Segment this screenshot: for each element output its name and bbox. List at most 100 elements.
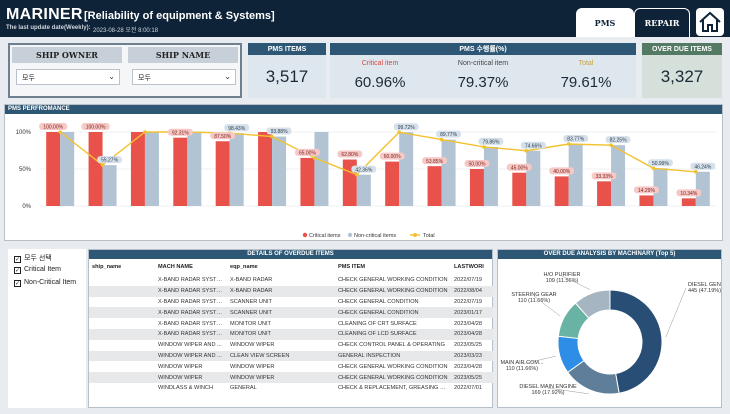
donut-slice[interactable] xyxy=(609,289,663,394)
update-date-label: The last update date(Weekly): xyxy=(6,25,91,31)
noncritical-bar[interactable] xyxy=(441,139,456,206)
table-row[interactable]: WINDLASS & WINCH GENERAL CHECK & REPLACEME… xyxy=(89,383,493,394)
noncritical-bar[interactable] xyxy=(483,146,498,206)
noncritical-bar[interactable] xyxy=(695,171,710,206)
noncritical-data-label: 42.36% xyxy=(355,167,373,173)
table-row[interactable]: X-BAND RADAR SYSTEM X-BAND RADAR CHECK GEN… xyxy=(89,285,493,297)
total-point[interactable] xyxy=(524,148,529,153)
table-cell: CHECK CONTROL PANEL & OPERATING xyxy=(338,342,445,349)
donut-slice[interactable] xyxy=(574,289,611,319)
table-cell: CHECK GENERAL WORKING CONDITION xyxy=(335,285,451,297)
critical-bar[interactable] xyxy=(597,181,612,206)
select-all-checkbox[interactable]: ✓ 모두 선택 xyxy=(14,253,52,263)
critical-bar[interactable] xyxy=(173,137,188,206)
column-header-lastwori[interactable]: LASTWORI xyxy=(454,264,484,270)
critical-data-label: 10.34% xyxy=(680,191,698,197)
critical-bar[interactable] xyxy=(215,141,230,206)
total-point[interactable] xyxy=(482,145,486,149)
noncritical-bar[interactable] xyxy=(314,132,329,206)
noncritical-bar[interactable] xyxy=(229,133,244,206)
total-point[interactable] xyxy=(312,156,317,160)
noncritical-bar[interactable] xyxy=(526,150,541,206)
noncritical-rate-value: 79.37% xyxy=(457,74,509,91)
total-point[interactable] xyxy=(439,137,444,142)
critical-data-label-bg xyxy=(591,172,617,180)
noncritical-data-label-bg xyxy=(393,123,419,131)
noncritical-bar[interactable] xyxy=(144,132,159,206)
donut-label-value: 169 (17.92%) xyxy=(531,390,564,396)
critical-rate-value: 60.96% xyxy=(354,74,406,91)
item-type-filter: ✓ 모두 선택 ✓ Critical Item ✓ Non-Critical Item xyxy=(8,249,86,408)
noncritical-item-checkbox[interactable]: ✓ Non-Critical Item xyxy=(14,279,76,287)
ship-owner-select[interactable]: 모두 ⌄ xyxy=(16,69,120,85)
total-point[interactable] xyxy=(609,143,613,147)
table-row[interactable]: X-BAND RADAR SYSTEM MONITOR UNIT CLEANING … xyxy=(89,328,493,340)
kpi-overdue-value: 3,327 xyxy=(660,67,704,86)
total-point[interactable] xyxy=(58,130,62,134)
critical-data-label: 50.00% xyxy=(468,162,486,168)
noncritical-bar[interactable] xyxy=(399,132,414,206)
column-header-mach-name[interactable]: MACH NAME xyxy=(158,264,193,270)
total-point[interactable] xyxy=(397,130,401,135)
critical-bar[interactable] xyxy=(88,132,103,206)
total-point[interactable] xyxy=(143,130,147,134)
column-header-ship-name[interactable]: ship_name xyxy=(92,264,122,270)
table-row[interactable]: X-BAND RADAR SYSTEM SCANNER UNIT CHECK GEN… xyxy=(89,307,493,319)
noncritical-bar[interactable] xyxy=(568,144,583,206)
donut-label-name: MAIN AIR COM... xyxy=(500,360,544,366)
total-point[interactable] xyxy=(355,172,359,177)
legend-label[interactable]: Total xyxy=(423,233,435,239)
noncritical-bar[interactable] xyxy=(102,165,117,206)
column-header-eqp-name[interactable]: eqp_name xyxy=(230,264,258,270)
noncritical-data-label: 82.25% xyxy=(610,138,628,144)
critical-bar[interactable] xyxy=(681,198,696,206)
table-row[interactable]: X-BAND RADAR SYSTEM SCANNER UNIT CHECK GEN… xyxy=(89,297,493,308)
critical-bar[interactable] xyxy=(427,166,442,206)
critical-data-label-bg xyxy=(295,148,320,156)
table-row[interactable]: WINDOW WIPER WINDOW WIPER CHECK GENERAL WO… xyxy=(89,361,493,372)
column-header-pms-item[interactable]: PMS ITEM xyxy=(338,264,366,270)
table-row[interactable]: X-BAND RADAR SYSTEM MONITOR UNIT CLEANING … xyxy=(89,318,493,329)
ship-name-select[interactable]: 모두 ⌄ xyxy=(132,69,236,85)
table-row[interactable]: X-BAND RADAR SYSTEM X-BAND RADAR CHECK GEN… xyxy=(89,275,493,286)
legend-label[interactable]: Critical items xyxy=(309,233,341,239)
critical-bar[interactable] xyxy=(130,132,145,206)
tab-pms[interactable]: PMS xyxy=(576,8,634,37)
donut-label-value: 110 (11.66%) xyxy=(518,298,550,304)
noncritical-bar[interactable] xyxy=(611,145,626,206)
critical-bar[interactable] xyxy=(554,176,569,206)
home-button[interactable] xyxy=(696,8,724,36)
tab-repair[interactable]: REPAIR xyxy=(634,8,690,37)
noncritical-bar[interactable] xyxy=(187,132,202,206)
kpi-pms-rate: PMS 수행률(%) Critical item 60.96% Non-crit… xyxy=(330,43,636,98)
donut-label-name: H/O PURIFIER xyxy=(544,272,581,278)
total-point[interactable] xyxy=(694,169,698,174)
table-row[interactable]: WINDOW WIPER WINDOW WIPER CHECK GENERAL WO… xyxy=(89,372,493,383)
table-row[interactable]: WINDOW WIPER AND ... CLEAN VIEW SCREEN GEN… xyxy=(89,350,493,362)
total-point[interactable] xyxy=(100,163,105,167)
total-point[interactable] xyxy=(270,134,274,139)
table-cell: CHECK GENERAL WORKING CONDITION xyxy=(338,363,448,370)
noncritical-bar[interactable] xyxy=(272,136,287,206)
critical-bar[interactable] xyxy=(46,132,61,206)
critical-bar[interactable] xyxy=(512,172,527,206)
table-cell: 2023/04/28 xyxy=(454,320,482,327)
critical-bar[interactable] xyxy=(469,169,484,206)
legend-label[interactable]: Non-critical items xyxy=(354,233,396,239)
table-row[interactable]: WINDOW WIPER AND ... WINDOW WIPER CHECK CO… xyxy=(89,340,493,351)
table-cell xyxy=(89,318,155,329)
noncritical-bar[interactable] xyxy=(653,168,668,206)
critical-data-label-bg xyxy=(464,160,490,167)
critical-bar[interactable] xyxy=(385,161,400,206)
critical-bar[interactable] xyxy=(258,132,273,206)
donut-label-name: DIESEL MAIN ENGINE xyxy=(519,384,577,390)
total-point[interactable] xyxy=(651,166,656,171)
table-cell: WINDOW WIPER xyxy=(158,363,203,370)
check-icon: ✓ xyxy=(14,256,21,263)
critical-item-checkbox[interactable]: ✓ Critical Item xyxy=(14,266,61,274)
critical-bar[interactable] xyxy=(300,157,315,206)
noncritical-bar[interactable] xyxy=(60,132,75,206)
noncritical-bar[interactable] xyxy=(356,174,371,206)
total-point[interactable] xyxy=(566,142,571,146)
critical-bar[interactable] xyxy=(639,195,654,206)
